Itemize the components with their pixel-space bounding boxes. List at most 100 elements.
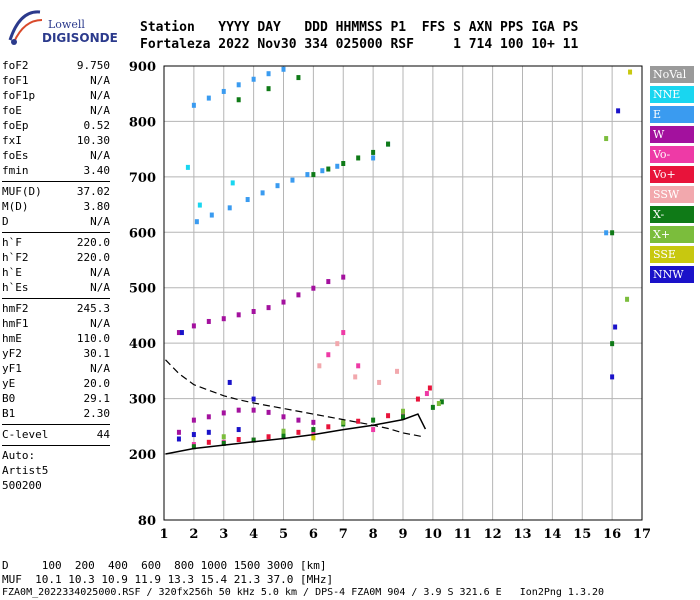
echo-point (296, 292, 301, 298)
x-tick-label: 16 (603, 527, 621, 542)
echo-point (296, 417, 301, 423)
logo-digisonde-text: DIGISONDE (42, 31, 118, 45)
param-name: foF2 (2, 59, 29, 72)
echo-point (245, 197, 250, 203)
echo-point (356, 418, 361, 424)
echo-point (311, 429, 316, 435)
autoscaling-line: Auto: (2, 449, 36, 462)
x-tick-label: 2 (189, 527, 198, 542)
plot-grid (163, 65, 643, 520)
echo-point (236, 427, 241, 433)
param-divider (2, 424, 110, 425)
legend-item-sse: SSE (650, 246, 694, 263)
echo-point (377, 379, 382, 385)
param-name: MUF(D) (2, 185, 42, 198)
param-value: 220.0 (76, 251, 110, 264)
param-divider (2, 181, 110, 182)
param-name: D (2, 215, 9, 228)
legend-item-e: E (650, 106, 694, 123)
echo-point (424, 391, 429, 397)
param-value: 110.0 (76, 332, 110, 345)
echo-point (427, 385, 432, 391)
legend-item-vo-: Vo+ (650, 166, 694, 183)
x-tick-label: 3 (219, 527, 228, 542)
echo-point (604, 230, 609, 236)
echo-point (326, 166, 331, 172)
y-tick-label: 300 (129, 393, 156, 408)
echo-point (221, 316, 226, 322)
param-row: yF2 30.1 (2, 346, 110, 361)
echo-point (227, 379, 232, 385)
param-name: fxI (2, 134, 22, 147)
echo-point (281, 414, 286, 420)
header-values: Fortaleza 2022 Nov30 334 025000 RSF 1 71… (140, 37, 579, 52)
echo-point (191, 417, 196, 423)
echo-point (191, 444, 196, 450)
param-group-profile: hmF2 245.3 hmF1 N/A hmE 110.0 yF2 30.1 yF1 N/A yE 2… (2, 301, 110, 421)
param-row: fxI 10.30 (2, 133, 110, 148)
param-value: 20.0 (83, 377, 111, 390)
param-group-critical-frequencies: foF2 9.750 foF1 N/A foF1p N/A foE N/A foEp 0.52 fx… (2, 58, 110, 178)
echo-point (610, 374, 615, 380)
echo-point (326, 279, 331, 285)
param-name: h`F2 (2, 251, 29, 264)
param-value: 30.1 (83, 347, 111, 360)
echo-point (401, 408, 405, 414)
muf-distance-header: D 100 200 400 600 800 1000 1500 3000 [km… (2, 559, 327, 572)
echo-point (604, 136, 609, 142)
echo-point (353, 374, 358, 380)
param-name: C-level (2, 428, 49, 441)
echo-point (415, 396, 420, 402)
echo-point (356, 363, 361, 369)
echo-point (430, 404, 435, 410)
param-value: 37.02 (76, 185, 110, 198)
x-tick-label: 14 (543, 527, 561, 542)
echo-point (341, 330, 346, 336)
parameter-panel: foF2 9.750 foF1 N/A foF1p N/A foE N/A foEp 0.52 fx… (2, 58, 110, 493)
param-row: C-level 44 (2, 427, 110, 442)
x-tick-label: 4 (249, 527, 258, 542)
echo-point (236, 407, 241, 413)
param-row: h`F2 220.0 (2, 250, 110, 265)
echo-point (371, 417, 376, 423)
plot-frame (163, 65, 643, 521)
echo-point (335, 341, 340, 347)
echo-point (305, 172, 310, 178)
legend-item-noval: NoVal (650, 66, 694, 83)
echo-point (281, 66, 286, 72)
param-value: 0.52 (83, 119, 111, 132)
echo-point (260, 190, 265, 196)
param-value: N/A (90, 266, 110, 279)
echo-point (227, 205, 232, 211)
echo-point (179, 330, 184, 336)
param-name: yE (2, 377, 16, 390)
echo-point (209, 212, 214, 218)
param-divider (2, 232, 110, 233)
echo-point (326, 352, 331, 358)
y-tick-label: 900 (129, 60, 156, 75)
echo-point (320, 168, 325, 174)
echo-point (185, 164, 190, 170)
echo-point (436, 401, 441, 407)
echo-point (236, 312, 241, 318)
muf-distance-values: MUF 10.1 10.3 10.9 11.9 13.3 15.4 21.3 3… (2, 573, 334, 586)
x-tick-label: 12 (484, 527, 502, 542)
x-tick-label: 9 (398, 527, 407, 542)
echo-point (356, 155, 361, 161)
autoscaling-line: 500200 (2, 479, 42, 492)
param-value: N/A (90, 74, 110, 87)
echo-point (317, 363, 322, 369)
echo-point (236, 97, 241, 103)
echo-point (236, 82, 241, 88)
echo-point (386, 141, 391, 147)
virtual-height-trace (165, 413, 427, 455)
echo-point (251, 407, 256, 413)
param-row: B0 29.1 (2, 391, 110, 406)
echo-point (371, 155, 376, 161)
param-value: 3.80 (83, 200, 111, 213)
x-tick-label: 17 (633, 527, 651, 542)
param-value: N/A (90, 281, 110, 294)
param-name: hmF2 (2, 302, 29, 315)
echo-point (613, 324, 618, 330)
